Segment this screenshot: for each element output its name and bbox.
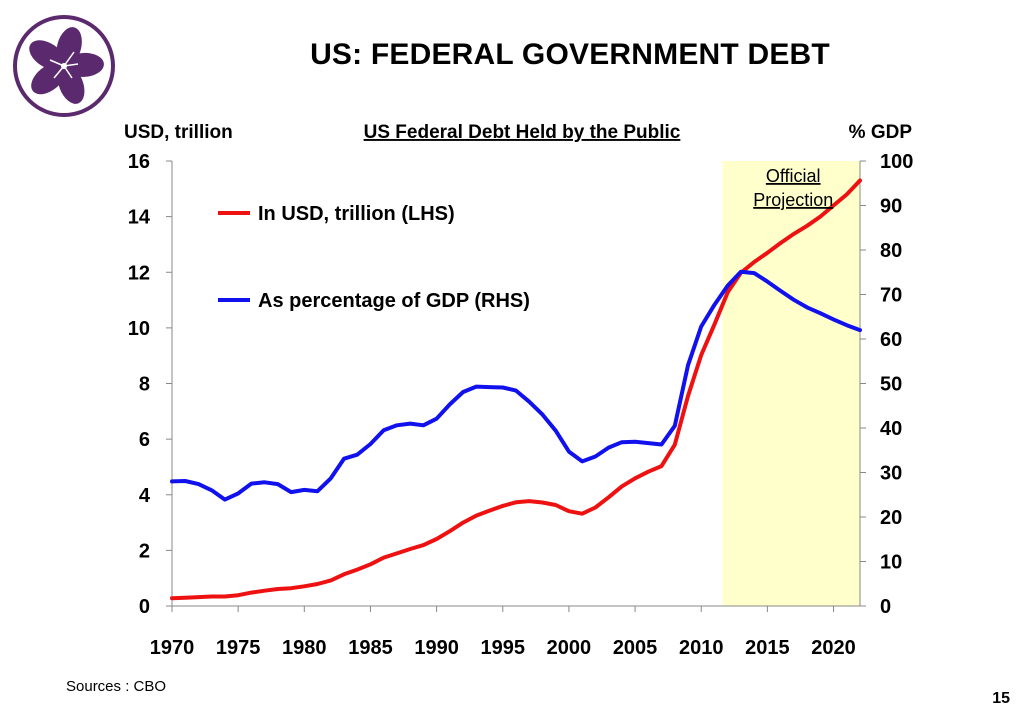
y-right-tick-label: 20	[880, 507, 902, 529]
x-tick-label: 2000	[547, 637, 592, 659]
projection-region	[722, 161, 860, 606]
y-right-tick-label: 60	[880, 329, 902, 351]
y-left-tick-label: 16	[128, 151, 150, 173]
y-right-axis-title: % GDP	[849, 122, 913, 143]
x-tick-label: 2020	[811, 637, 856, 659]
projection-label: Official	[766, 166, 821, 186]
projection-label: Projection	[753, 190, 833, 210]
y-right-tick-label: 90	[880, 196, 902, 218]
x-tick-label: 2005	[613, 637, 658, 659]
x-tick-label: 1980	[282, 637, 327, 659]
y-left-axis-title: USD, trillion	[124, 122, 233, 143]
bauhinia-flower-logo	[13, 15, 115, 117]
y-right-tick-label: 10	[880, 552, 902, 574]
y-left-tick-label: 4	[139, 485, 151, 507]
chart-title: US Federal Debt Held by the Public	[364, 122, 681, 143]
x-tick-label: 1985	[348, 637, 393, 659]
y-right-tick-label: 30	[880, 463, 902, 485]
x-tick-label: 1990	[414, 637, 459, 659]
slide-title: US: FEDERAL GOVERNMENT DEBT	[310, 38, 830, 71]
legend-label: In USD, trillion (LHS)	[258, 203, 455, 225]
y-right-tick-label: 40	[880, 418, 902, 440]
sources-note: Sources : CBO	[66, 678, 167, 695]
y-right-tick-label: 80	[880, 240, 902, 262]
y-left-tick-label: 12	[128, 262, 150, 284]
y-right-tick-label: 100	[880, 151, 913, 173]
x-tick-label: 1970	[150, 637, 195, 659]
x-tick-label: 1975	[216, 637, 261, 659]
y-right-tick-label: 0	[880, 596, 891, 618]
x-tick-label: 2010	[679, 637, 724, 659]
y-left-tick-label: 2	[139, 540, 150, 562]
y-right-tick-label: 50	[880, 374, 902, 396]
legend-label: As percentage of GDP (RHS)	[258, 290, 530, 312]
x-tick-label: 2015	[745, 637, 790, 659]
page-number: 15	[992, 690, 1010, 707]
y-left-tick-label: 6	[139, 429, 150, 451]
y-left-tick-label: 0	[139, 596, 150, 618]
y-left-tick-label: 8	[139, 374, 150, 396]
y-left-tick-label: 10	[128, 318, 150, 340]
series-line-usd	[170, 178, 862, 601]
y-left-tick-label: 14	[128, 207, 151, 229]
series-line-pct-gdp	[170, 269, 862, 502]
x-tick-label: 1995	[481, 637, 526, 659]
y-right-tick-label: 70	[880, 285, 902, 307]
